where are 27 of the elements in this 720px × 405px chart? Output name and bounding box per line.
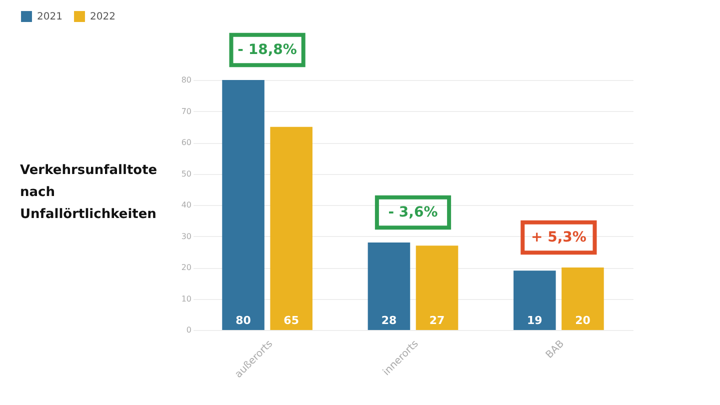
annotation: - 3,6% [388,204,438,220]
data-label: 80 [236,314,252,327]
y-tick-label: 50 [181,169,192,178]
legend-label: 2022 [90,12,116,23]
data-label: 19 [527,314,542,327]
y-tick-label: 0 [186,326,192,334]
y-tick-label: 20 [181,263,192,272]
bar [368,242,410,330]
y-tick-label: 80 [181,76,192,84]
data-label: 28 [381,314,397,327]
bar [562,268,604,330]
text: Verkehrsunfalltote nach Unfallörtlichkeiten [20,163,158,222]
bar [270,126,312,330]
y-tick-label: 40 [181,200,192,210]
y-tick-label: 60 [181,138,192,147]
annotation: - 18,8% [238,42,297,58]
y-tick-label: 70 [181,106,192,116]
legend-label: 2021 [37,12,62,23]
annotation: + 5,3% [530,230,586,246]
bar [222,80,264,330]
y-tick-label: 30 [181,232,192,241]
bar [416,246,458,330]
data-label: 20 [575,314,591,327]
data-label: 65 [284,314,299,327]
data-label: 27 [429,314,445,327]
bar [514,270,556,330]
y-tick-label: 10 [181,294,192,304]
